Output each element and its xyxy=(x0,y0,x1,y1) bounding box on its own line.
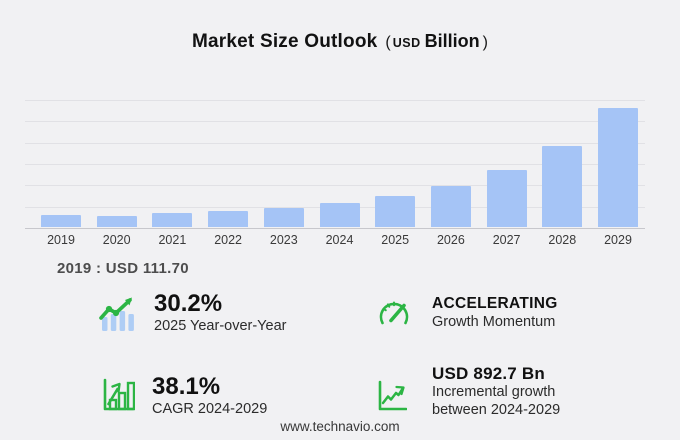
x-tick-2025: 2025 xyxy=(381,233,410,247)
x-axis-line xyxy=(25,228,645,229)
x-tick-2021: 2021 xyxy=(158,233,187,247)
source-website: www.technavio.com xyxy=(280,419,400,434)
growth-axes-icon xyxy=(377,380,408,417)
x-tick-2026: 2026 xyxy=(436,233,465,247)
gridline xyxy=(25,121,645,123)
x-axis-labels: 2019 2020 2021 2022 2023 2024 2025 2026 2027 2028… xyxy=(25,233,645,249)
title-unit: Billion xyxy=(424,31,480,51)
boxed-bar-growth-icon xyxy=(101,377,136,418)
bar-2020 xyxy=(96,215,137,227)
bar-chart-trend-icon xyxy=(99,297,137,338)
incremental-label-line1: Incremental growth xyxy=(432,384,556,400)
bar-plot xyxy=(25,100,645,229)
yoy-value: 30.2% xyxy=(154,290,223,317)
bar-2028 xyxy=(542,145,583,227)
stat-incremental: USD 892.7 Bn Incremental growth between … xyxy=(377,364,560,419)
x-tick-2019: 2019 xyxy=(47,233,75,247)
gridline xyxy=(25,164,645,165)
title-paren-close: ) xyxy=(482,34,488,51)
cagr-label: CAGR 2024-2029 xyxy=(152,401,268,417)
x-tick-2023: 2023 xyxy=(269,233,298,247)
incremental-label-line2: between 2024-2029 xyxy=(432,402,561,418)
yoy-label: 2025 Year-over-Year xyxy=(154,318,287,334)
title-paren-open: ( xyxy=(385,34,391,51)
bar-2024 xyxy=(319,203,360,227)
title-text: Market Size Outlook xyxy=(192,31,378,52)
momentum-label: Growth Momentum xyxy=(432,314,556,330)
bar-2022 xyxy=(208,211,249,227)
speedometer-icon xyxy=(377,298,411,337)
stat-yoy: 30.2% 2025 Year-over-Year xyxy=(99,291,286,338)
x-tick-2028: 2028 xyxy=(548,233,577,247)
momentum-value: ACCELERATING xyxy=(432,295,558,312)
bar-2019 xyxy=(41,215,81,227)
x-tick-2027: 2027 xyxy=(492,233,521,247)
bar-2021 xyxy=(152,213,193,227)
x-tick-2024: 2024 xyxy=(325,233,354,247)
gridline xyxy=(25,185,645,187)
cagr-value: 38.1% xyxy=(152,373,221,400)
stat-cagr: 38.1% CAGR 2024-2029 xyxy=(101,374,267,418)
page-title: Market Size Outlook (USD Billion) xyxy=(0,31,680,53)
bar-2023 xyxy=(263,208,304,227)
incremental-value: USD 892.7 Bn xyxy=(432,364,545,383)
x-tick-2022: 2022 xyxy=(214,233,242,247)
bar-2029 xyxy=(598,108,638,227)
gridline xyxy=(25,142,645,144)
title-currency: USD xyxy=(392,36,421,50)
bar-2027 xyxy=(486,169,527,227)
gridline xyxy=(25,100,645,101)
bar-2026 xyxy=(430,185,471,227)
stat-momentum: ACCELERATING Growth Momentum xyxy=(377,295,558,337)
base-year-annotation: 2019 : USD 111.70 xyxy=(57,260,189,277)
x-tick-2020: 2020 xyxy=(102,233,131,247)
bar-2025 xyxy=(375,196,416,227)
x-tick-2029: 2029 xyxy=(604,233,632,247)
